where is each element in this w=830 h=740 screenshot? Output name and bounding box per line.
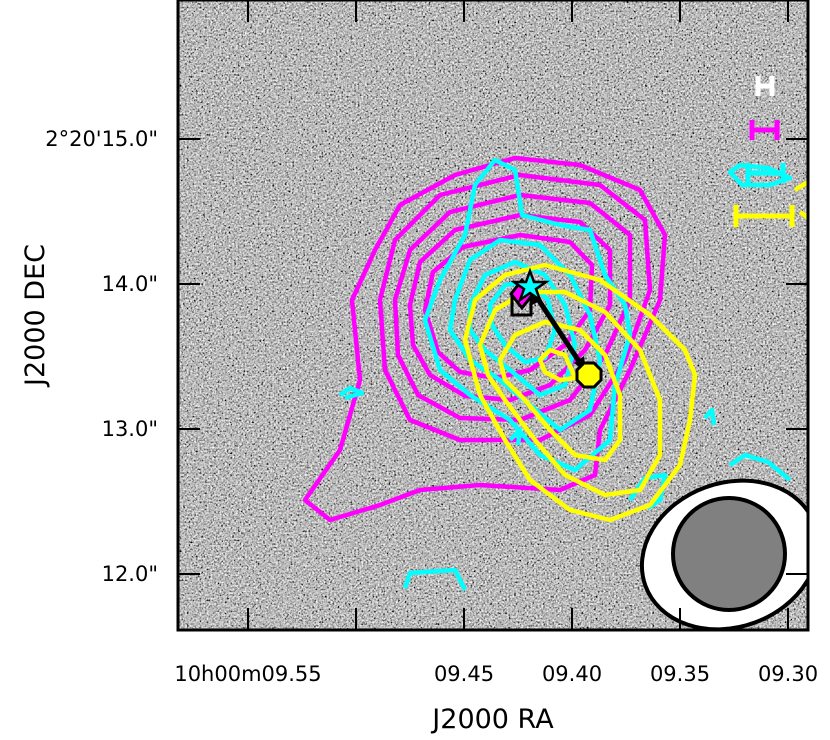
x-tick-label-4: 09.35: [650, 662, 710, 686]
beam-ellipse: [639, 478, 808, 630]
y-axis-label: J2000 DEC: [20, 244, 51, 388]
x-tick-label-3: 09.40: [542, 662, 602, 686]
yellow-contour-3: [497, 319, 623, 463]
x-axis-label: J2000 RA: [430, 704, 554, 735]
cyan-contour-10: [727, 162, 793, 188]
x-tick-label-5: 09.30: [758, 662, 818, 686]
axis-ticks: [178, 0, 808, 630]
yellow-contour-5: [793, 180, 808, 192]
cyan-error-bar: [745, 163, 786, 183]
x-tick-label-2: 09.45: [434, 662, 494, 686]
cyan-contour-8: [728, 452, 792, 482]
yellow-contour-4: [537, 347, 578, 383]
yellow-octagon-marker: [575, 361, 603, 389]
cyan-contour-11: [508, 427, 523, 446]
y-tick-label-2: 14.0": [102, 272, 158, 296]
plot-frame: [176, 0, 810, 632]
y-tick-label-4: 12.0": [102, 562, 158, 586]
yellow-error-bar: [733, 205, 795, 227]
positional-error-bars: [733, 76, 795, 227]
magenta-contour-2: [377, 172, 653, 443]
cyan-star-marker: [510, 267, 550, 304]
cyan-contour-9: [628, 472, 668, 510]
cyan-contour-6: [338, 385, 365, 401]
cyan-contour-7: [703, 407, 717, 426]
cyan-contour-5: [402, 567, 468, 592]
y-tick-label-3: 13.0": [102, 417, 158, 441]
magenta-error-bar: [749, 120, 780, 140]
y-tick-label-1: 2°20'15.0": [45, 127, 158, 151]
white-error-bar: [755, 76, 775, 96]
yellow-contour-1: [462, 262, 698, 523]
x-tick-label-1: 10h00m09.55: [174, 662, 321, 686]
cyan-contour-1: [422, 157, 633, 473]
magenta-contour-1: [302, 155, 668, 523]
